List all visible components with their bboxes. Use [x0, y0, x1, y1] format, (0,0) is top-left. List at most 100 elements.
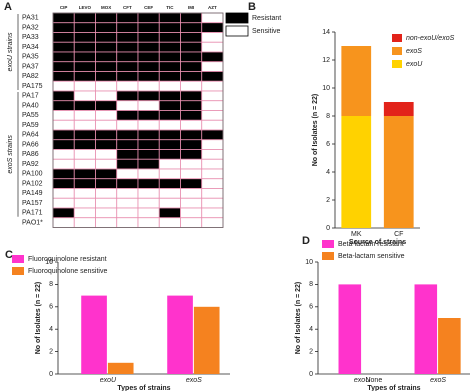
- heat-cell: [52, 158, 75, 170]
- heat-cell: [52, 149, 75, 160]
- heat-cell: [73, 207, 96, 219]
- heat-cell: [180, 51, 203, 63]
- heat-cell: [52, 207, 75, 219]
- heat-cell: [52, 41, 75, 53]
- heat-cell: [180, 168, 203, 180]
- heat-cell: [180, 22, 203, 33]
- group-label: exoU strains: [7, 32, 14, 71]
- heat-cell: [201, 197, 224, 209]
- heat-cell: [137, 12, 160, 24]
- heat-cell: [137, 178, 160, 189]
- panel-label: D: [302, 235, 310, 247]
- row-label: PA40: [22, 102, 39, 109]
- bar: [438, 318, 461, 374]
- heat-cell: [52, 168, 75, 180]
- heat-cell: [201, 51, 224, 63]
- heat-cell: [201, 22, 224, 33]
- heat-cell: [158, 149, 181, 160]
- x-tick-label: exoU: [354, 377, 371, 384]
- heat-cell: [73, 197, 96, 209]
- heat-cell: [180, 217, 203, 228]
- row-label: PA31: [22, 15, 39, 22]
- heat-cell: [137, 71, 160, 82]
- heat-cell: [158, 188, 181, 199]
- heat-cell: [73, 129, 96, 141]
- heat-cell: [180, 149, 203, 160]
- row-label: PA33: [22, 34, 39, 41]
- legend-label: non-exoU/exoS: [406, 35, 455, 42]
- heat-cell: [137, 90, 160, 102]
- heat-cell: [52, 61, 75, 72]
- heat-cell: [73, 80, 96, 92]
- heat-cell: [201, 80, 224, 92]
- column-header: CFT: [123, 5, 132, 10]
- heat-cell: [73, 168, 96, 180]
- heat-cell: [201, 168, 224, 180]
- panel-label: B: [248, 1, 256, 13]
- heat-cell: [180, 80, 203, 92]
- panel-label: C: [5, 249, 13, 261]
- y-tick-label: 6: [326, 141, 330, 148]
- heat-cell: [180, 90, 203, 102]
- y-tick-label: 10: [45, 259, 53, 266]
- heat-cell: [158, 41, 181, 53]
- heat-cell: [201, 71, 224, 82]
- heat-cell: [180, 41, 203, 53]
- row-label: PA102: [22, 180, 43, 187]
- heat-cell: [73, 149, 96, 160]
- heat-cell: [116, 110, 139, 121]
- heat-cell: [137, 217, 160, 228]
- y-tick-label: 4: [309, 326, 313, 333]
- heat-cell: [116, 149, 139, 160]
- bar: [414, 284, 438, 374]
- heat-cell: [137, 119, 160, 131]
- heat-cell: [95, 158, 118, 170]
- x-tick-label: CF: [394, 231, 403, 238]
- y-tick-label: 0: [49, 371, 53, 378]
- heat-cell: [137, 158, 160, 170]
- heat-cell: [180, 61, 203, 72]
- heat-cell: [73, 100, 96, 111]
- heat-cell: [137, 207, 160, 219]
- heat-cell: [116, 139, 139, 150]
- heat-cell: [73, 158, 96, 170]
- heat-cell: [95, 197, 118, 209]
- heat-cell: [95, 129, 118, 141]
- heat-cell: [52, 188, 75, 199]
- heat-cell: [116, 22, 139, 33]
- heat-cell: [201, 41, 224, 53]
- heat-cell: [116, 178, 139, 189]
- heat-cell: [158, 217, 181, 228]
- column-header: CIP: [60, 5, 68, 10]
- heat-cell: [201, 207, 224, 219]
- heat-cell: [201, 110, 224, 121]
- column-header: LEVO: [79, 5, 92, 10]
- legend-label: Beta-lactam resistant: [338, 241, 404, 248]
- legend-label: Fluoroquinolone sensitive: [28, 268, 107, 275]
- heat-cell: [137, 168, 160, 180]
- heat-cell: [95, 139, 118, 150]
- heat-cell: [52, 12, 75, 24]
- row-label: PA92: [22, 161, 39, 168]
- heat-cell: [201, 139, 224, 150]
- heat-cell: [201, 129, 224, 141]
- legend-swatch: [225, 12, 249, 24]
- heat-cell: [95, 51, 118, 63]
- heat-cell: [73, 51, 96, 63]
- x-axis-title: Types of strains: [117, 385, 170, 391]
- heat-cell: [52, 178, 75, 189]
- heat-cell: [158, 51, 181, 63]
- heat-cell: [201, 178, 224, 189]
- heat-cell: [95, 12, 118, 24]
- heat-cell: [116, 12, 139, 24]
- heat-cell: [73, 12, 96, 24]
- y-tick-label: 2: [309, 348, 313, 355]
- heat-cell: [158, 197, 181, 209]
- heat-cell: [137, 110, 160, 121]
- y-tick-label: 4: [49, 326, 53, 333]
- heat-cell: [180, 71, 203, 82]
- row-label: PA82: [22, 73, 39, 80]
- y-tick-label: 6: [309, 304, 313, 311]
- heat-cell: [52, 71, 75, 82]
- heat-cell: [158, 12, 181, 24]
